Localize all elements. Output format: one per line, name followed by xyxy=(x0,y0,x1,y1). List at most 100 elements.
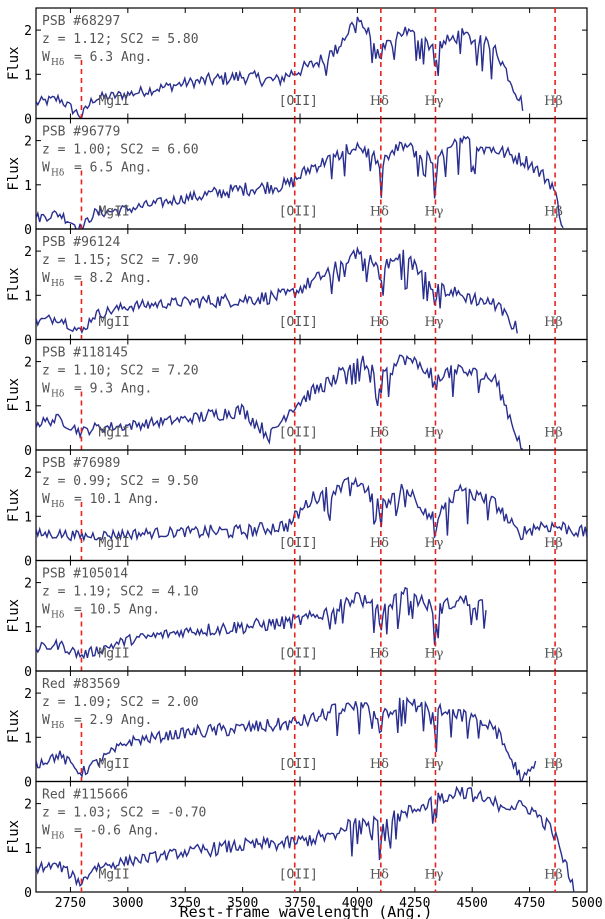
panel-w-subscript: Hδ xyxy=(51,611,64,621)
y-axis-label: Flux xyxy=(6,46,22,80)
spectral-line-label: [OII] xyxy=(279,426,318,441)
spectrum-line xyxy=(36,354,523,450)
y-axis-label: Flux xyxy=(6,267,22,301)
spectral-line-label: Hγ xyxy=(424,757,443,772)
x-tick-label: 3250 xyxy=(170,896,201,911)
panel-w-symbol: W xyxy=(42,50,50,65)
panel-w-value: = 8.2 Ang. xyxy=(74,271,152,286)
panel-w-subscript: Hδ xyxy=(51,279,64,289)
panel-redshift-sc2: z = 1.03; SC2 = -0.70 xyxy=(42,806,206,821)
panel-w-symbol: W xyxy=(42,824,50,839)
y-tick-label: 0 xyxy=(24,334,32,349)
y-tick-label: 2 xyxy=(24,24,32,39)
y-tick-label: 0 xyxy=(24,555,32,570)
y-axis-label: Flux xyxy=(6,378,22,412)
y-tick-label: 2 xyxy=(24,577,32,592)
y-axis-label: Flux xyxy=(6,599,22,633)
spectral-line-label: [OII] xyxy=(279,868,318,883)
spectral-line-label: Hγ xyxy=(424,205,443,220)
y-tick-label: 0 xyxy=(24,886,32,901)
y-tick-label: 0 xyxy=(24,113,32,128)
x-tick-label: 3500 xyxy=(227,896,258,911)
y-tick-label: 1 xyxy=(24,400,32,415)
panel-frame xyxy=(35,780,588,893)
spectrum-line xyxy=(36,476,587,543)
spectral-line-label: Hβ xyxy=(544,868,563,883)
y-tick-label: 1 xyxy=(24,179,32,194)
spectrum-line xyxy=(36,586,487,660)
y-tick-label: 2 xyxy=(24,798,32,813)
y-tick-label: 0 xyxy=(24,776,32,791)
panel-w-symbol: W xyxy=(42,382,50,397)
spectral-line-label: Hδ xyxy=(370,647,389,662)
y-tick-label: 1 xyxy=(24,68,32,83)
panel-w-value: = -0.6 Ang. xyxy=(74,824,160,839)
panel-redshift-sc2: z = 1.19; SC2 = 4.10 xyxy=(42,585,199,600)
panel-id: PSB #96124 xyxy=(42,235,120,250)
spectral-line-label: Hδ xyxy=(370,205,389,220)
x-tick-label: 5000 xyxy=(571,896,602,911)
x-tick-label: 4000 xyxy=(342,896,373,911)
y-tick-label: 2 xyxy=(24,135,32,150)
spectrum-line xyxy=(36,135,564,229)
y-tick-label: 0 xyxy=(24,223,32,238)
spectrum-line xyxy=(36,16,524,119)
panel-redshift-sc2: z = 1.09; SC2 = 2.00 xyxy=(42,695,199,710)
panel-redshift-sc2: z = 1.00; SC2 = 6.60 xyxy=(42,143,199,158)
spectral-line-label: Hγ xyxy=(424,426,443,441)
panel-id: PSB #105014 xyxy=(42,567,128,582)
spectral-line-label: MgII xyxy=(98,757,129,772)
spectral-line-label: MgII xyxy=(98,536,129,551)
x-axis: 2750 3000 3250 3500 3750 4000 4250 4500 4750 5000 xyxy=(55,896,603,911)
spectral-line-label: Hγ xyxy=(424,315,443,330)
panel-redshift-sc2: z = 1.15; SC2 = 7.90 xyxy=(42,253,199,268)
spectral-line-label: [OII] xyxy=(279,757,318,772)
y-tick-label: 1 xyxy=(24,731,32,746)
panel-redshift-sc2: z = 1.12; SC2 = 5.80 xyxy=(42,32,199,47)
spectral-line-label: Hβ xyxy=(544,647,563,662)
spectral-line-label: MgII xyxy=(98,315,129,330)
spectrum-line xyxy=(36,245,518,334)
spectral-line-label: Hδ xyxy=(370,426,389,441)
spectral-line-label: Hβ xyxy=(544,315,563,330)
spectral-line-label: Hγ xyxy=(424,647,443,662)
panel-w-symbol: W xyxy=(42,271,50,286)
y-tick-label: 1 xyxy=(24,621,32,636)
panel-w-value: = 6.3 Ang. xyxy=(74,50,152,65)
spectral-line-label: MgII xyxy=(98,647,129,662)
spectral-line-label: MgII xyxy=(98,205,129,220)
spectral-line-label: Hγ xyxy=(424,94,443,109)
panel-id: PSB #118145 xyxy=(42,346,128,361)
panel-w-value: = 10.5 Ang. xyxy=(74,603,160,618)
x-tick-label: 3750 xyxy=(284,896,315,911)
spectral-line-label: [OII] xyxy=(279,536,318,551)
panel-w-subscript: Hδ xyxy=(51,58,64,68)
spectral-line-label: [OII] xyxy=(279,205,318,220)
y-axis-label: Flux xyxy=(6,157,22,191)
spectral-line-label: MgII xyxy=(98,426,129,441)
spectral-line-label: Hβ xyxy=(544,205,563,220)
panel-w-symbol: W xyxy=(42,492,50,507)
panel-w-subscript: Hδ xyxy=(51,390,64,400)
y-tick-label: 2 xyxy=(24,356,32,371)
spectral-line-label: Hγ xyxy=(424,536,443,551)
panel-w-value: = 6.5 Ang. xyxy=(74,161,152,176)
spectral-line-label: Hβ xyxy=(544,94,563,109)
x-tick-label: 3000 xyxy=(112,896,143,911)
spectral-line-label: Hβ xyxy=(544,757,563,772)
y-tick-label: 1 xyxy=(24,510,32,525)
x-tick-label: 2750 xyxy=(55,896,86,911)
spectral-line-label: [OII] xyxy=(279,315,318,330)
panel-w-symbol: W xyxy=(42,713,50,728)
panel-w-subscript: Hδ xyxy=(51,169,64,179)
panel-redshift-sc2: z = 1.10; SC2 = 7.20 xyxy=(42,364,199,379)
x-axis-label: Rest-frame wavelength (Ang.) xyxy=(180,903,433,919)
y-tick-label: 1 xyxy=(24,842,32,857)
y-tick-label: 2 xyxy=(24,245,32,260)
panel-w-value: = 2.9 Ang. xyxy=(74,713,152,728)
